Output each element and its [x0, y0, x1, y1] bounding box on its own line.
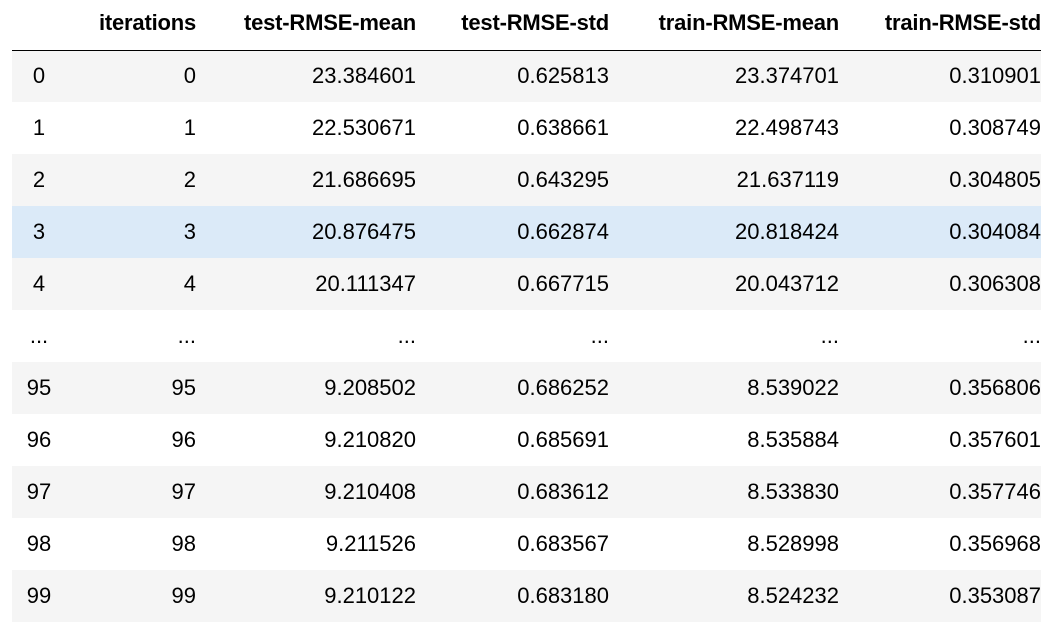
- cell-train-rmse-mean: 22.498743: [735, 115, 839, 140]
- cell-train-rmse-mean: 8.533830: [747, 479, 839, 504]
- cell-test-rmse-std: 0.643295: [517, 167, 609, 192]
- cell-index: 1: [32, 115, 46, 140]
- header-train-rmse-mean: train-RMSE-mean: [609, 0, 839, 51]
- header-test-rmse-std: test-RMSE-std: [416, 0, 609, 51]
- table-row: 97 97 9.210408 0.683612 8.533830 0.357746: [12, 466, 1041, 518]
- cell-iterations: ...: [177, 323, 196, 348]
- cell-test-rmse-std: 0.638661: [517, 115, 609, 140]
- cell-test-rmse-std: 0.667715: [517, 271, 609, 296]
- cell-iterations: 2: [183, 167, 196, 192]
- cell-test-rmse-mean: 9.210122: [324, 583, 416, 608]
- table-row: 4 4 20.111347 0.667715 20.043712 0.306308: [12, 258, 1041, 310]
- table-row: 2 2 21.686695 0.643295 21.637119 0.304805: [12, 154, 1041, 206]
- cell-train-rmse-std: 0.357601: [949, 427, 1041, 452]
- cell-test-rmse-std: 0.686252: [517, 375, 609, 400]
- cell-index: ...: [29, 323, 49, 348]
- results-table: iterations test-RMSE-mean test-RMSE-std …: [12, 0, 1041, 622]
- header-index: [12, 0, 66, 51]
- cell-train-rmse-mean: 20.043712: [735, 271, 839, 296]
- table-row: ..................: [12, 310, 1041, 362]
- cell-iterations: 3: [183, 219, 196, 244]
- cell-train-rmse-mean: 20.818424: [735, 219, 839, 244]
- cell-test-rmse-std: 0.683567: [517, 531, 609, 556]
- cell-test-rmse-std: 0.683180: [517, 583, 609, 608]
- cell-train-rmse-std: 0.357746: [949, 479, 1041, 504]
- cell-test-rmse-mean: 9.210408: [324, 479, 416, 504]
- table-body: 0 0 23.384601 0.625813 23.374701 0.310901 1 1 22…: [12, 50, 1041, 622]
- cell-index: 3: [32, 219, 46, 244]
- cell-train-rmse-std: ...: [1022, 323, 1041, 348]
- table-header: iterations test-RMSE-mean test-RMSE-std …: [12, 0, 1041, 51]
- cell-train-rmse-mean: ...: [820, 323, 839, 348]
- cell-iterations: 1: [183, 115, 196, 140]
- cell-train-rmse-mean: 21.637119: [736, 167, 839, 192]
- cell-train-rmse-std: 0.306308: [949, 271, 1041, 296]
- cell-iterations: 96: [171, 427, 196, 452]
- cell-test-rmse-std: 0.662874: [517, 219, 609, 244]
- table-row: 95 95 9.208502 0.686252 8.539022 0.356806: [12, 362, 1041, 414]
- cell-train-rmse-mean: 8.528998: [747, 531, 839, 556]
- cell-test-rmse-mean: 22.530671: [312, 115, 416, 140]
- cell-train-rmse-std: 0.304805: [949, 167, 1041, 192]
- cell-train-rmse-mean: 8.539022: [747, 375, 839, 400]
- cell-train-rmse-std: 0.356968: [949, 531, 1041, 556]
- cell-test-rmse-mean: 9.210820: [324, 427, 416, 452]
- header-test-rmse-mean: test-RMSE-mean: [196, 0, 416, 51]
- table-row: 96 96 9.210820 0.685691 8.535884 0.357601: [12, 414, 1041, 466]
- cell-iterations: 0: [183, 63, 196, 89]
- header-train-rmse-std: train-RMSE-std: [839, 0, 1041, 51]
- cell-train-rmse-std: 0.356806: [949, 375, 1041, 400]
- cell-test-rmse-mean: 21.686695: [312, 167, 416, 192]
- cell-index: 0: [32, 63, 46, 89]
- cell-index: 96: [26, 427, 52, 452]
- cell-iterations: 99: [171, 583, 196, 608]
- cell-index: 97: [26, 479, 52, 504]
- cell-test-rmse-mean: 23.384601: [312, 63, 416, 89]
- header-row: iterations test-RMSE-mean test-RMSE-std …: [12, 0, 1041, 51]
- cell-train-rmse-mean: 23.374701: [735, 63, 839, 89]
- cell-test-rmse-mean: 20.876475: [312, 219, 416, 244]
- cell-train-rmse-mean: 8.535884: [747, 427, 839, 452]
- table-row: 99 99 9.210122 0.683180 8.524232 0.353087: [12, 570, 1041, 622]
- cell-iterations: 95: [171, 375, 196, 400]
- table-row: 98 98 9.211526 0.683567 8.528998 0.356968: [12, 518, 1041, 570]
- table-row: 0 0 23.384601 0.625813 23.374701 0.310901: [12, 50, 1041, 102]
- cell-train-rmse-mean: 8.524232: [747, 583, 839, 608]
- cell-index: 2: [32, 167, 46, 192]
- cell-iterations: 97: [171, 479, 196, 504]
- cell-iterations: 98: [171, 531, 196, 556]
- cell-test-rmse-std: 0.683612: [517, 479, 609, 504]
- header-iterations: iterations: [66, 0, 196, 51]
- cell-train-rmse-std: 0.308749: [949, 115, 1041, 140]
- cell-test-rmse-std: ...: [590, 323, 609, 348]
- cell-index: 98: [26, 531, 52, 556]
- cell-test-rmse-mean: ...: [397, 323, 416, 348]
- cell-index: 99: [26, 583, 52, 608]
- cell-train-rmse-std: 0.310901: [949, 63, 1041, 89]
- cell-test-rmse-mean: 9.211526: [325, 531, 416, 556]
- cell-index: 95: [26, 375, 52, 400]
- cell-test-rmse-std: 0.625813: [517, 63, 609, 89]
- cell-test-rmse-mean: 9.208502: [324, 375, 416, 400]
- cell-test-rmse-std: 0.685691: [517, 427, 609, 452]
- cell-train-rmse-std: 0.353087: [949, 583, 1041, 608]
- cell-index: 4: [32, 271, 46, 296]
- table-row: 1 1 22.530671 0.638661 22.498743 0.308749: [12, 102, 1041, 154]
- table-row: 3 3 20.876475 0.662874 20.818424 0.304084: [12, 206, 1041, 258]
- cell-train-rmse-std: 0.304084: [949, 219, 1041, 244]
- cell-iterations: 4: [183, 271, 196, 296]
- cell-test-rmse-mean: 20.111347: [315, 271, 416, 296]
